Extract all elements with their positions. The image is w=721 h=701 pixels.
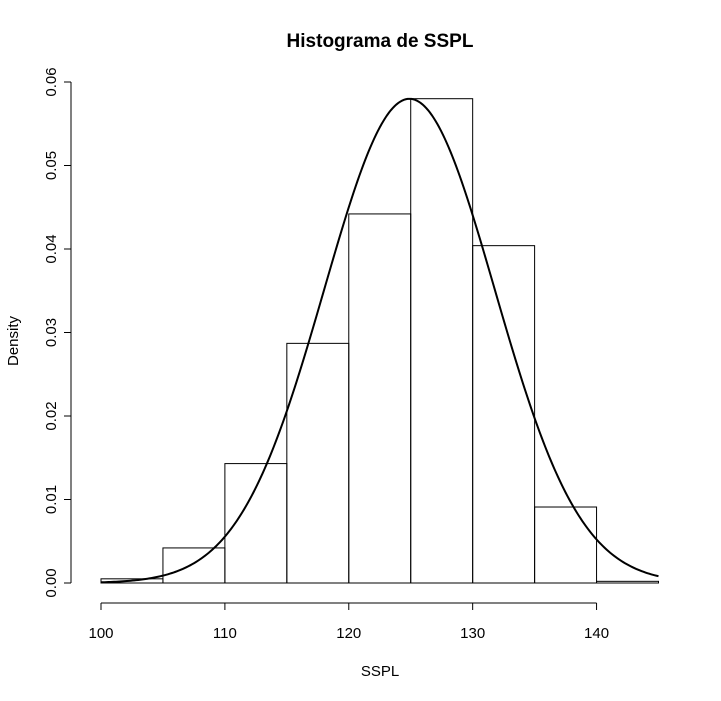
x-axis: 100 110 120 130 140	[88, 602, 609, 642]
histogram-bar-6	[472, 245, 536, 584]
y-tick-label-3: 0.03	[43, 318, 60, 347]
histogram-bar-7	[534, 506, 598, 584]
y-tick-label-1: 0.01	[43, 485, 60, 514]
histogram-bar-1	[162, 547, 226, 584]
density-curve	[100, 97, 659, 584]
histogram-bar-5	[410, 98, 474, 584]
y-tick-label-5: 0.05	[43, 151, 60, 180]
y-tick-label-2: 0.02	[43, 401, 60, 430]
y-tick-label-0: 0.00	[43, 568, 60, 597]
x-tick-label-3: 130	[460, 625, 485, 642]
y-tick-label-4: 0.04	[43, 234, 60, 263]
x-tick-label-1: 110	[213, 625, 237, 642]
histogram-bar-4	[348, 213, 412, 584]
y-tick-label-6: 0.06	[43, 67, 60, 96]
chart-title: Histograma de SSPL	[287, 31, 474, 52]
histogram-bars	[100, 98, 659, 584]
x-tick-label-2: 120	[336, 625, 361, 642]
x-tick-label-0: 100	[88, 625, 113, 642]
x-tick-label-4: 140	[584, 625, 609, 642]
x-axis-label: SSPL	[361, 663, 399, 680]
y-axis-label: Density	[5, 315, 22, 366]
histogram-bar-8	[596, 580, 659, 584]
histogram-bar-3	[286, 342, 350, 584]
y-axis: 0.00 0.01 0.02 0.03 0.04 0.05 0.06	[43, 67, 72, 598]
